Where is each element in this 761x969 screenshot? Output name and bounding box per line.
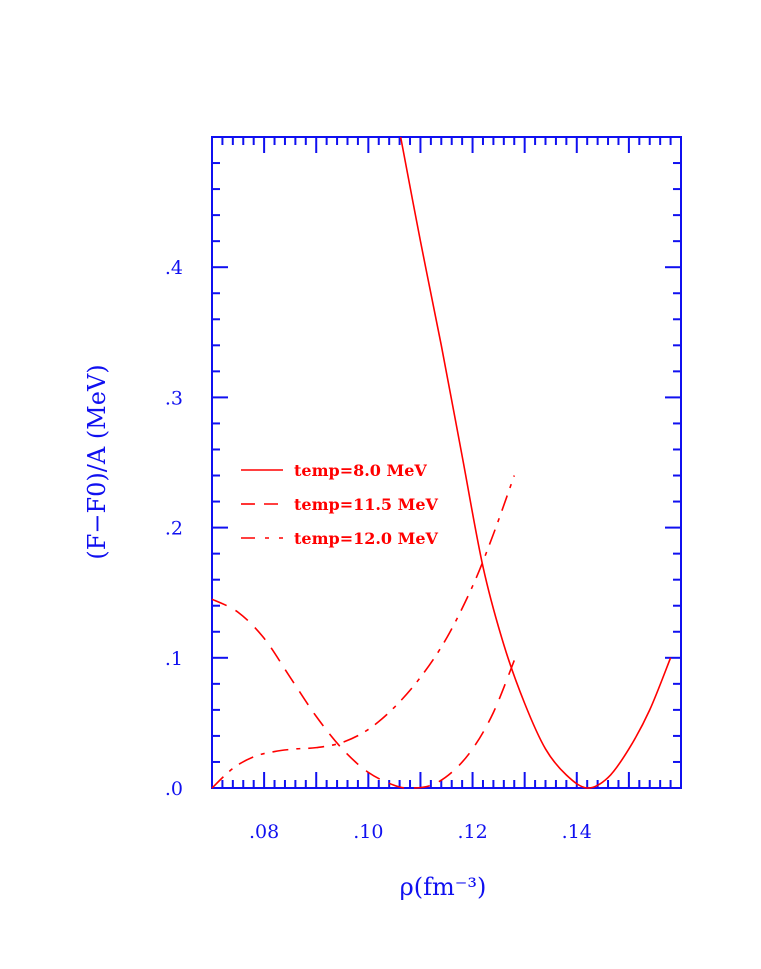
series-line-solid [399, 136, 672, 789]
y-tick-label: .2 [165, 518, 183, 540]
series-line-dashdot [211, 475, 515, 789]
series [211, 136, 672, 789]
legend-label: temp=11.5 MeV [294, 495, 439, 514]
ticks: .08 .10 .12 .14 .0 .1 .2 .3 .4 [165, 136, 682, 843]
axes-frame [211, 136, 682, 789]
x-tick-label: .12 [457, 821, 487, 843]
y-tick-label: .0 [165, 778, 183, 800]
y-tick-label: .4 [165, 257, 183, 279]
x-axis-label: ρ(fm⁻³) [400, 873, 487, 901]
legend-label: temp=12.0 MeV [294, 529, 439, 548]
legend: temp=8.0 MeV temp=11.5 MeV temp=12.0 MeV [241, 461, 439, 548]
y-axis-label: (F−F0)/A (MeV) [83, 364, 111, 559]
y-tick-label: .3 [165, 387, 183, 409]
x-tick-label: .10 [353, 821, 383, 843]
series-line-dashed [211, 598, 515, 789]
legend-label: temp=8.0 MeV [294, 461, 427, 480]
y-tick-label: .1 [165, 648, 183, 670]
x-tick-label: .14 [562, 821, 592, 843]
x-tick-label: .08 [249, 821, 279, 843]
